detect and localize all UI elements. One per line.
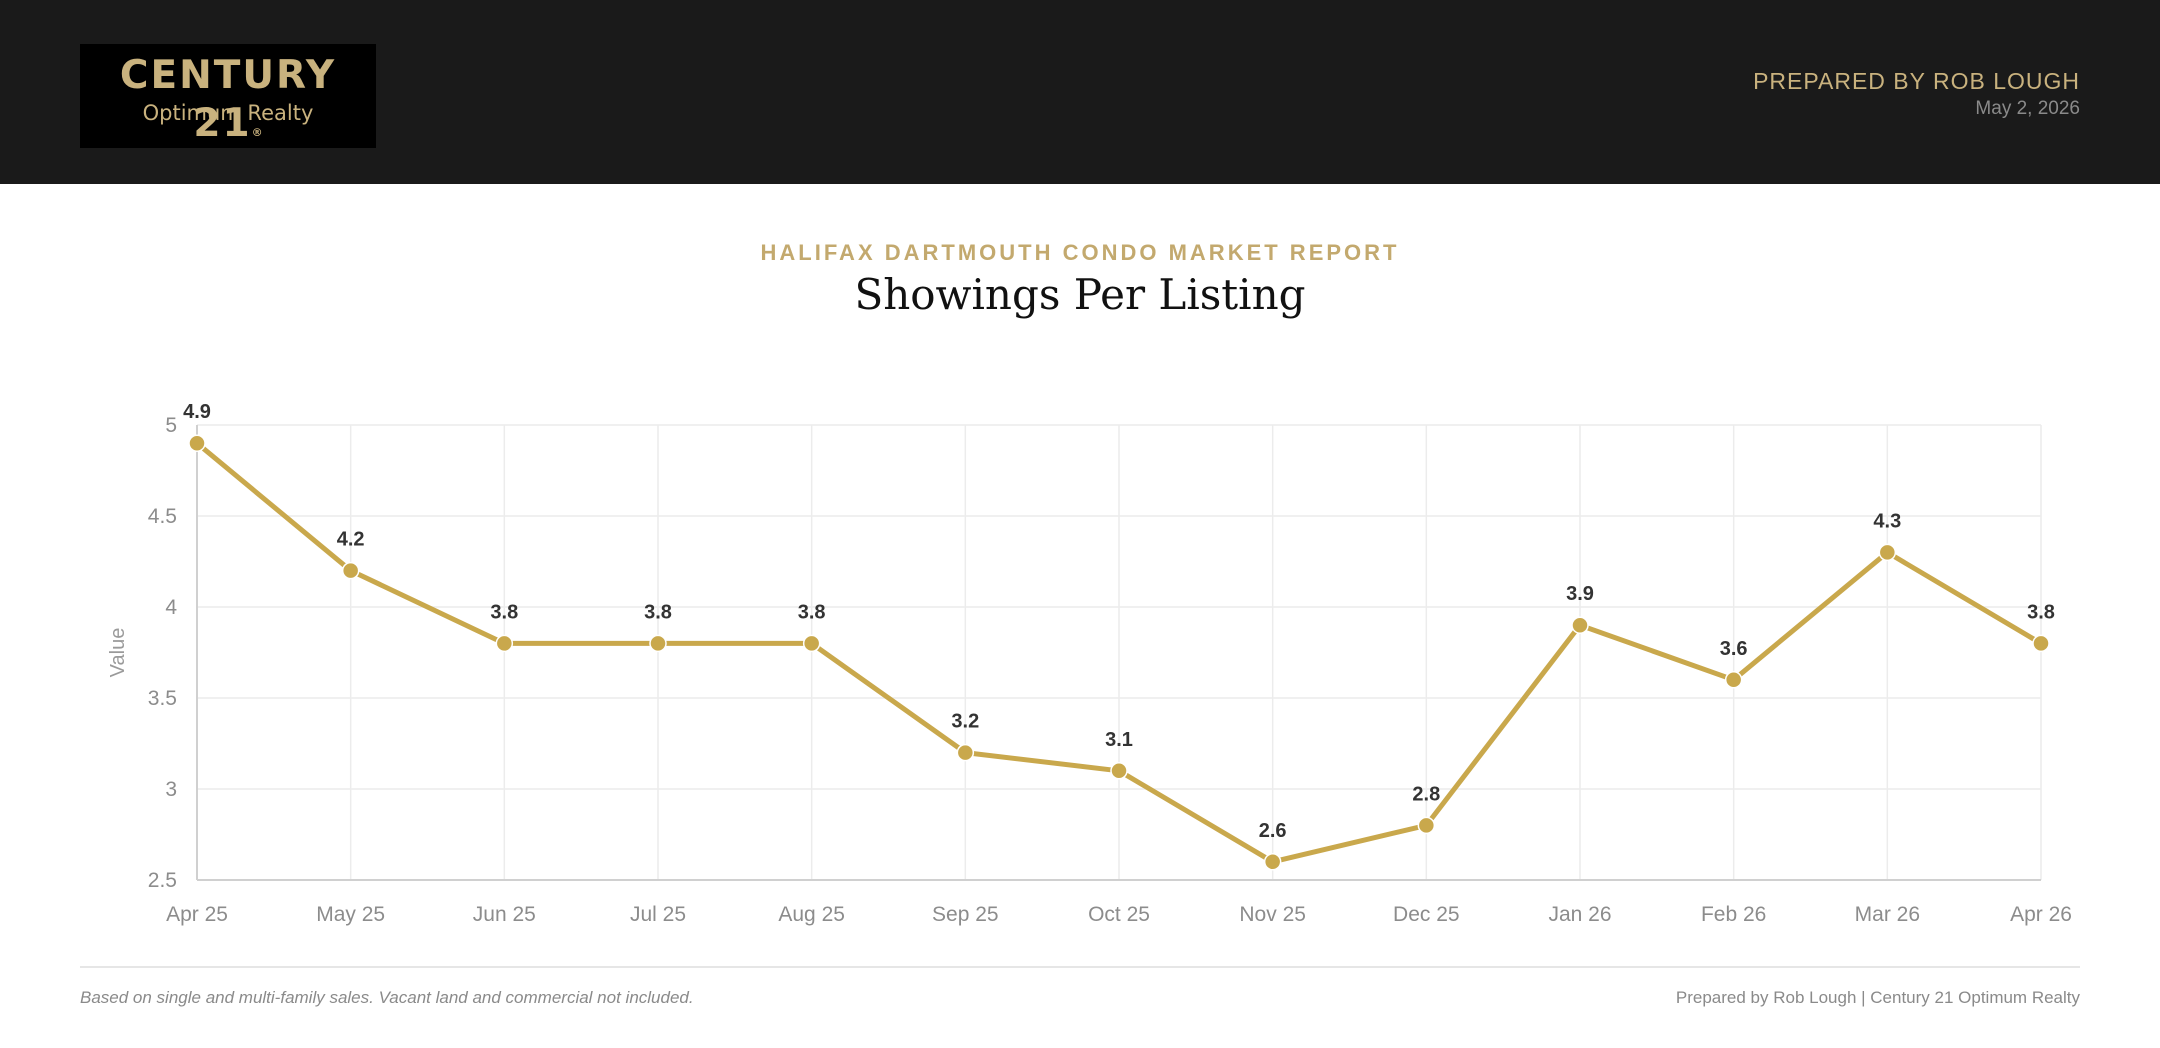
footer-credit: Prepared by Rob Lough | Century 21 Optim… xyxy=(1675,988,2080,1007)
x-tick-label: Sep 25 xyxy=(932,903,999,926)
data-point xyxy=(649,634,667,653)
data-point xyxy=(1263,853,1282,871)
y-tick-label: 4 xyxy=(165,596,177,619)
x-tick-label: Aug 25 xyxy=(778,903,845,926)
data-point xyxy=(495,634,514,653)
x-tick-label: Jun 25 xyxy=(473,903,536,926)
data-point xyxy=(188,434,206,452)
x-tick-label: May 25 xyxy=(316,903,385,926)
data-point xyxy=(2032,634,2050,653)
data-point xyxy=(1110,762,1128,780)
y-axis-label: Value xyxy=(107,628,129,678)
data-label: 3.9 xyxy=(1566,583,1594,605)
data-point xyxy=(1571,616,1589,634)
data-point xyxy=(956,743,975,762)
y-tick-label: 3.5 xyxy=(148,687,177,710)
x-tick-label: Mar 26 xyxy=(1855,903,1920,926)
data-point xyxy=(1417,816,1436,835)
data-label: 4.2 xyxy=(337,529,365,551)
logo-brand: CENTURY 21® xyxy=(119,53,337,146)
y-tick-label: 4.5 xyxy=(148,505,177,528)
prepared-by-label: PREPARED BY ROB LOUGH xyxy=(1753,68,2080,94)
footer-divider xyxy=(80,966,2080,968)
data-label: 3.2 xyxy=(951,711,979,733)
data-label: 4.3 xyxy=(1873,510,1901,532)
chart-title: Showings Per Listing xyxy=(854,270,1306,319)
data-label: 3.8 xyxy=(644,601,672,623)
x-tick-label: Feb 26 xyxy=(1701,903,1766,926)
footnote: Based on single and multi-family sales. … xyxy=(80,988,694,1007)
century21-logo: CENTURY 21® Optimum Realty xyxy=(80,44,376,148)
data-point xyxy=(341,561,360,580)
logo-registered-mark: ® xyxy=(251,126,263,139)
x-tick-label: Apr 26 xyxy=(2010,903,2072,926)
showings-line-chart: 2.5 3 3.5 4 4.5 5 Apr 25 May 25 Jun 25 Jul 25 Aug … xyxy=(107,401,2072,926)
x-tick-label: Dec 25 xyxy=(1393,903,1460,926)
y-tick-label: 5 xyxy=(165,414,177,437)
data-point xyxy=(802,634,821,653)
data-label: 3.8 xyxy=(2027,601,2055,623)
y-tick-label: 3 xyxy=(165,778,177,801)
logo-subtitle: Optimum Realty xyxy=(142,101,314,125)
x-tick-label: Apr 25 xyxy=(166,903,228,926)
data-label: 2.6 xyxy=(1259,820,1287,842)
data-label: 4.9 xyxy=(183,401,211,423)
x-tick-label: Jul 25 xyxy=(630,903,686,926)
x-tick-label: Jan 26 xyxy=(1548,903,1611,926)
y-tick-label: 2.5 xyxy=(148,869,177,892)
data-point xyxy=(1724,671,1743,689)
x-tick-label: Nov 25 xyxy=(1239,903,1306,926)
report-date: May 2, 2026 xyxy=(1975,98,2080,119)
report-header: CENTURY 21® Optimum Realty PREPARED BY R… xyxy=(0,0,2160,184)
data-label: 2.8 xyxy=(1412,783,1440,805)
report-kicker: HALIFAX DARTMOUTH CONDO MARKET REPORT xyxy=(760,240,1400,265)
data-point xyxy=(1878,543,1897,562)
data-label: 3.1 xyxy=(1105,729,1133,751)
data-label: 3.6 xyxy=(1720,638,1748,660)
data-label: 3.8 xyxy=(798,601,826,623)
x-tick-label: Oct 25 xyxy=(1088,903,1150,926)
data-label: 3.8 xyxy=(490,601,518,623)
